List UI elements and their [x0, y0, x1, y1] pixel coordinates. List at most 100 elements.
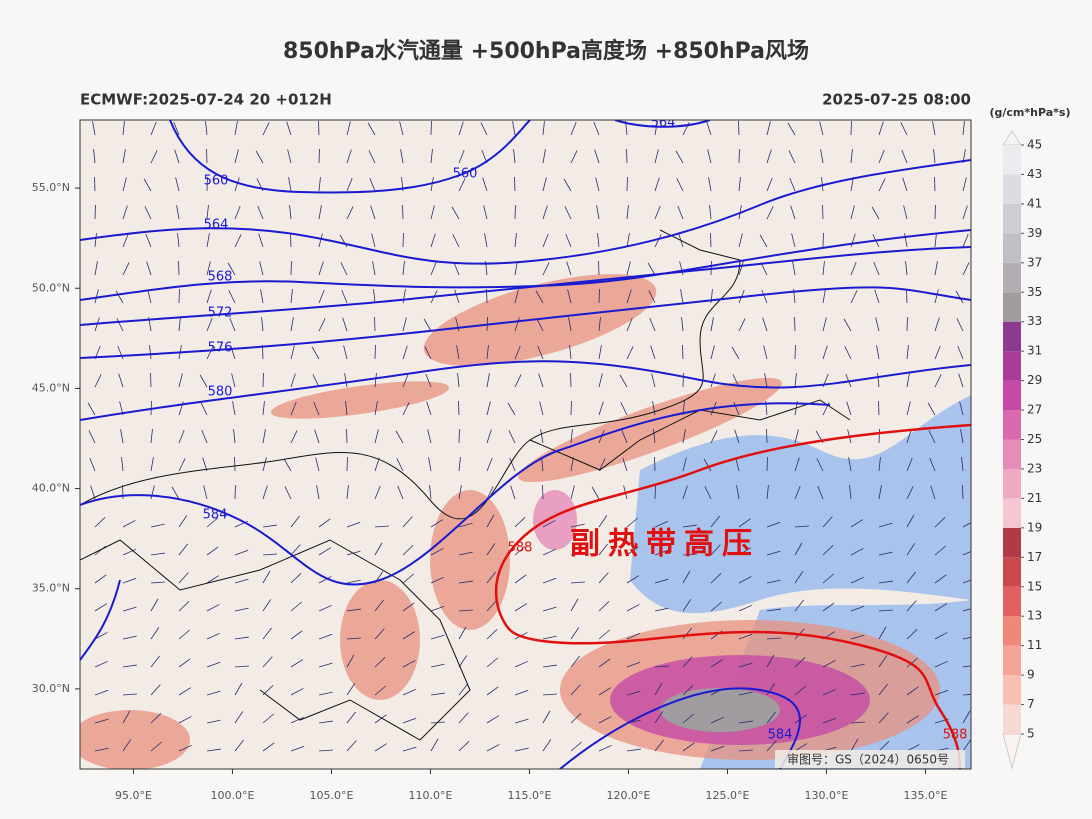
- wind-barb: [115, 290, 124, 304]
- wind-barb: [794, 656, 806, 668]
- wind-barb: [430, 738, 439, 752]
- wind-barb: [764, 373, 768, 388]
- wind-barb: [206, 632, 220, 640]
- wind-barb: [313, 401, 320, 416]
- wind-barb: [227, 262, 236, 276]
- wind-barb: [542, 548, 556, 556]
- wind-barb: [344, 373, 348, 388]
- wind-barb: [878, 522, 893, 528]
- wind-barb: [654, 682, 663, 696]
- wind-barb: [654, 665, 669, 668]
- wind-barb: [507, 402, 516, 416]
- wind-barb: [318, 318, 326, 332]
- colorbar-segment: [1003, 351, 1021, 381]
- wind-barb: [430, 548, 444, 556]
- wind-barb: [738, 662, 753, 668]
- wind-barb: [626, 346, 634, 360]
- wind-barb: [94, 374, 102, 388]
- wind-barb: [514, 374, 522, 388]
- wind-barb: [93, 149, 96, 164]
- wind-barb: [570, 552, 585, 556]
- wind-barb: [289, 205, 292, 220]
- wind-barb: [874, 289, 880, 304]
- wind-barb: [962, 739, 971, 752]
- wind-barb: [766, 608, 781, 612]
- wind-barb: [962, 262, 970, 276]
- wind-barb: [878, 551, 893, 556]
- wind-barb: [206, 517, 218, 528]
- colorbar-label: 31: [1027, 344, 1042, 358]
- wind-barb: [311, 346, 320, 360]
- contour-label: 588: [508, 541, 533, 556]
- wind-barb: [371, 233, 376, 248]
- wind-barb: [878, 485, 882, 500]
- wind-barb: [290, 544, 301, 556]
- wind-barb: [122, 664, 137, 668]
- wind-barb: [206, 546, 219, 556]
- wind-barb: [934, 233, 937, 248]
- contour-label: 588: [943, 728, 968, 743]
- wind-barb: [430, 605, 445, 612]
- wind-barb: [290, 289, 293, 304]
- wind-barb: [176, 205, 180, 220]
- wind-barb: [538, 373, 544, 388]
- wind-barb: [424, 346, 432, 360]
- wind-barb: [789, 177, 796, 192]
- colorbar-label: 41: [1027, 196, 1042, 210]
- colorbar-label: 7: [1027, 697, 1035, 711]
- wind-barb: [654, 520, 668, 528]
- wind-barb: [710, 430, 718, 444]
- colorbar-label: 9: [1027, 668, 1035, 682]
- wind-barb: [374, 485, 381, 500]
- wind-barb: [682, 627, 692, 640]
- wind-barb: [205, 121, 208, 136]
- wind-barb: [738, 633, 753, 640]
- wind-barb: [962, 233, 969, 248]
- wind-barb: [962, 205, 968, 220]
- wind-barb: [598, 687, 612, 696]
- wind-barb: [822, 573, 834, 584]
- wind-barb: [94, 747, 109, 752]
- wind-barb: [570, 457, 574, 472]
- wind-barb: [458, 712, 469, 724]
- wind-barb: [626, 261, 631, 276]
- wind-barb: [429, 485, 432, 500]
- wind-barb: [150, 581, 165, 584]
- wind-barb: [430, 205, 435, 220]
- colorbar-label: 23: [1027, 461, 1042, 475]
- wind-barb: [820, 149, 824, 164]
- wind-barb: [738, 749, 753, 752]
- wind-barb: [262, 713, 274, 724]
- wind-barb: [486, 373, 490, 388]
- wind-barb: [682, 553, 697, 556]
- wind-barb: [150, 655, 160, 668]
- wind-barb: [626, 233, 630, 248]
- wind-barb: [766, 637, 781, 640]
- wind-barb: [570, 627, 580, 640]
- wind-barb: [514, 289, 519, 304]
- wind-barb: [150, 741, 162, 752]
- wind-barb: [903, 205, 908, 220]
- wind-barb: [960, 429, 964, 444]
- wind-barb: [451, 206, 460, 220]
- colorbar-segment: [1003, 704, 1021, 734]
- wind-barb: [290, 345, 295, 360]
- wind-barb: [514, 545, 526, 556]
- wind-barb: [766, 485, 769, 500]
- wind-barb: [456, 345, 460, 360]
- colorbar-label: 15: [1027, 579, 1042, 593]
- wind-barb: [794, 457, 800, 472]
- y-tick-label: 50.0°N: [32, 281, 70, 294]
- wind-barb: [514, 718, 529, 724]
- wind-barb: [878, 580, 893, 584]
- wind-barb: [374, 656, 386, 668]
- wind-barb: [150, 627, 160, 640]
- wind-barb: [262, 742, 275, 752]
- wind-barb: [542, 233, 549, 248]
- wind-barb: [122, 233, 129, 248]
- wind-barb: [843, 318, 852, 332]
- y-tick-label: 30.0°N: [32, 682, 70, 695]
- wind-barb: [906, 571, 916, 584]
- wind-barb: [372, 261, 376, 276]
- wind-barb: [430, 692, 445, 696]
